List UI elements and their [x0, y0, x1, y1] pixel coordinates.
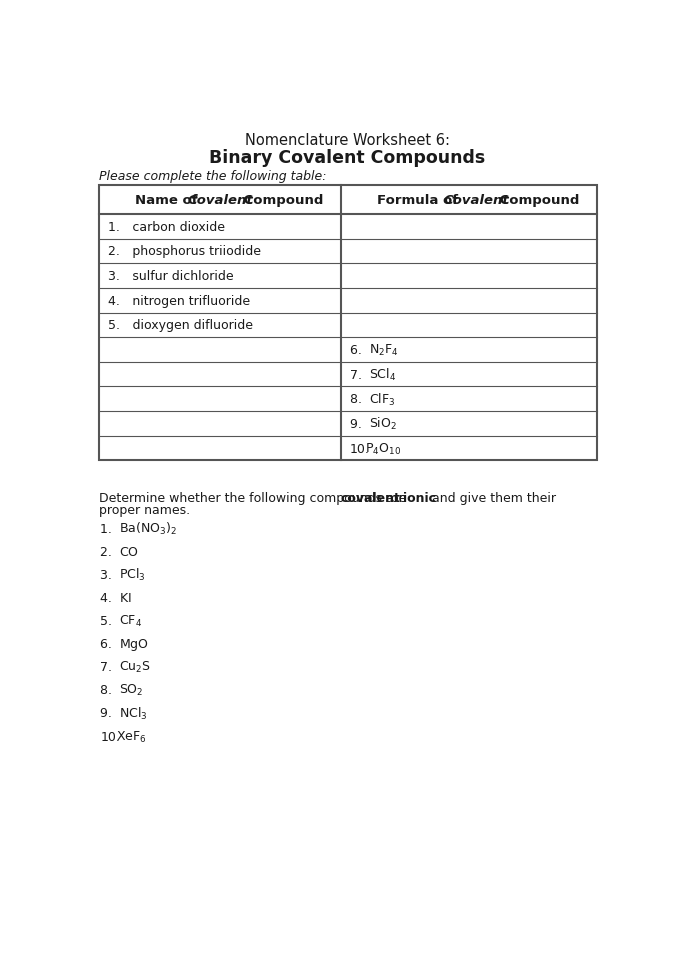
- Text: 7.: 7.: [350, 368, 374, 381]
- Text: Please complete the following table:: Please complete the following table:: [99, 171, 327, 183]
- Text: Compound: Compound: [238, 194, 323, 206]
- Text: 10.: 10.: [350, 442, 370, 455]
- Text: 8.: 8.: [100, 683, 125, 697]
- Text: 8.: 8.: [350, 392, 374, 406]
- Text: 6.: 6.: [100, 638, 125, 650]
- Text: $\mathregular{NCl_3}$: $\mathregular{NCl_3}$: [120, 705, 148, 721]
- Text: covalent: covalent: [340, 491, 400, 504]
- Text: $\mathregular{ClF_3}$: $\mathregular{ClF_3}$: [369, 391, 395, 407]
- Text: $\mathregular{SCl_4}$: $\mathregular{SCl_4}$: [369, 366, 396, 383]
- Text: 2. phosphorus triiodide: 2. phosphorus triiodide: [108, 245, 261, 258]
- Text: Name of: Name of: [136, 194, 203, 206]
- Text: 3.: 3.: [100, 568, 125, 581]
- Text: $\mathregular{XeF_6}$: $\mathregular{XeF_6}$: [116, 729, 147, 744]
- Text: 1.: 1.: [100, 522, 125, 535]
- Text: 6.: 6.: [350, 344, 374, 357]
- Text: Nomenclature Worksheet 6:: Nomenclature Worksheet 6:: [245, 133, 450, 148]
- Text: Formula of: Formula of: [378, 194, 463, 206]
- Text: $\mathregular{PCl_3}$: $\mathregular{PCl_3}$: [120, 567, 146, 582]
- Text: 3. sulfur dichloride: 3. sulfur dichloride: [108, 269, 234, 283]
- Text: $\mathregular{N_2F_4}$: $\mathregular{N_2F_4}$: [369, 343, 399, 358]
- Text: $\mathregular{Cu_2S}$: $\mathregular{Cu_2S}$: [120, 660, 151, 674]
- Text: $\mathregular{Ba(NO_3)_2}$: $\mathregular{Ba(NO_3)_2}$: [120, 520, 177, 537]
- Text: 9.: 9.: [350, 418, 374, 430]
- Text: 1. carbon dioxide: 1. carbon dioxide: [108, 221, 225, 234]
- Text: 9.: 9.: [100, 706, 125, 720]
- Text: $\mathregular{CO}$: $\mathregular{CO}$: [120, 546, 139, 558]
- Bar: [99, 185, 597, 461]
- Text: $\mathregular{CF_4}$: $\mathregular{CF_4}$: [120, 613, 143, 629]
- Text: 5. dioxygen difluoride: 5. dioxygen difluoride: [108, 319, 253, 332]
- Text: $\mathregular{P_4O_{10}}$: $\mathregular{P_4O_{10}}$: [365, 441, 401, 456]
- Text: ionic: ionic: [403, 491, 436, 504]
- Text: proper names.: proper names.: [99, 504, 190, 516]
- Text: $\mathregular{SO_2}$: $\mathregular{SO_2}$: [120, 682, 144, 698]
- Text: Determine whether the following compounds are: Determine whether the following compound…: [99, 491, 410, 504]
- Text: Compound: Compound: [495, 194, 579, 206]
- Text: 7.: 7.: [100, 661, 125, 673]
- Text: 4. nitrogen trifluoride: 4. nitrogen trifluoride: [108, 295, 251, 307]
- Text: 4.: 4.: [100, 591, 125, 605]
- Text: $\mathregular{SiO_2}$: $\mathregular{SiO_2}$: [369, 416, 397, 432]
- Text: Covalent: Covalent: [444, 194, 510, 206]
- Text: 2.: 2.: [100, 546, 125, 558]
- Text: 10.: 10.: [100, 730, 120, 743]
- Text: and give them their: and give them their: [428, 491, 556, 504]
- Text: Binary Covalent Compounds: Binary Covalent Compounds: [210, 148, 485, 167]
- Text: $\mathregular{KI}$: $\mathregular{KI}$: [120, 591, 132, 605]
- Text: Covalent: Covalent: [187, 194, 253, 206]
- Text: $\mathregular{MgO}$: $\mathregular{MgO}$: [120, 636, 149, 652]
- Text: or: or: [386, 491, 407, 504]
- Text: 5.: 5.: [100, 614, 125, 627]
